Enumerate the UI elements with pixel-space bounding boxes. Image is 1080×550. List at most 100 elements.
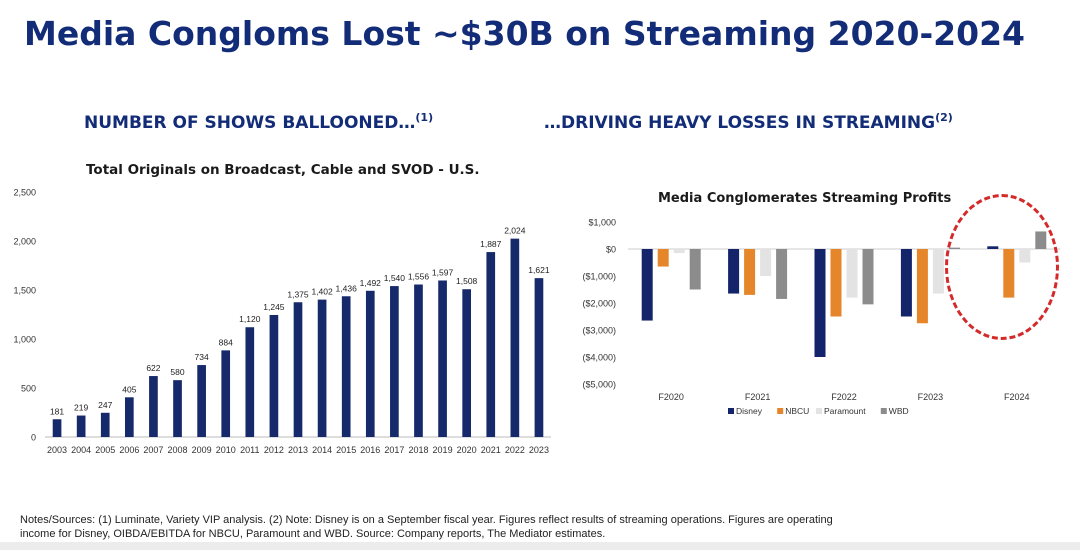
data-label: 734	[195, 352, 209, 362]
bar	[414, 284, 423, 437]
x-tick-label: 2016	[360, 445, 380, 455]
legend-label-nbcu: NBCU	[785, 406, 809, 416]
bar-paramount	[673, 249, 685, 254]
bar-disney	[728, 249, 740, 294]
bottom-bar	[0, 542, 1080, 550]
x-tick-label: 2010	[216, 445, 236, 455]
bar-paramount	[932, 249, 944, 294]
data-label: 1,245	[263, 302, 285, 312]
bar	[293, 302, 303, 437]
bar	[245, 327, 255, 437]
x-tick-label: 2018	[408, 445, 428, 455]
legend-swatch-paramount	[816, 408, 822, 414]
y-tick-label: $1,000	[588, 218, 616, 228]
bar	[197, 365, 206, 437]
bar	[52, 419, 62, 437]
left-heading-text: NUMBER OF SHOWS BALLOONED…	[84, 113, 416, 133]
originals-chart-title: Total Originals on Broadcast, Cable and …	[86, 162, 480, 178]
legend-label-paramount: Paramount	[824, 406, 866, 416]
x-tick-label: 2008	[168, 445, 188, 455]
x-tick-label: 2015	[336, 445, 356, 455]
legend-label-disney: Disney	[736, 406, 763, 416]
y-tick-label: 0	[31, 433, 36, 443]
data-label: 1,556	[408, 272, 430, 282]
bar	[317, 299, 327, 437]
bar-wbd	[689, 249, 701, 290]
bar	[173, 380, 182, 437]
bar	[365, 290, 375, 437]
legend-swatch-disney	[728, 408, 734, 414]
data-label: 219	[74, 403, 88, 413]
data-label: 884	[219, 337, 233, 347]
legend-label-wbd: WBD	[889, 406, 909, 416]
x-tick-label: 2022	[505, 445, 525, 455]
footnotes: Notes/Sources: (1) Luminate, Variety VIP…	[20, 513, 1020, 541]
data-label: 580	[170, 367, 184, 377]
data-label: 2,024	[504, 226, 526, 236]
y-tick-label: ($2,000)	[582, 299, 616, 309]
bar-paramount	[760, 249, 772, 276]
bar-wbd	[776, 249, 788, 299]
x-tick-label: 2019	[433, 445, 453, 455]
y-tick-label: ($1,000)	[582, 272, 616, 282]
data-label: 1,887	[480, 239, 502, 249]
bar	[221, 350, 231, 437]
bar	[341, 296, 351, 437]
x-tick-label: 2011	[240, 445, 259, 455]
data-label: 1,492	[360, 278, 382, 288]
x-tick-label: F2022	[831, 392, 857, 402]
left-heading-footnote: (1)	[415, 111, 434, 124]
bar	[486, 252, 496, 437]
bar	[100, 412, 110, 437]
legend-swatch-nbcu	[777, 408, 784, 414]
bar-disney	[814, 249, 826, 357]
bar	[438, 280, 447, 437]
y-tick-label: 2,500	[13, 188, 36, 198]
y-tick-label: $0	[606, 245, 616, 255]
data-label: 247	[98, 400, 112, 410]
data-label: 1,508	[456, 276, 478, 286]
x-tick-label: 2021	[481, 445, 501, 455]
bar-disney	[900, 249, 912, 317]
bar	[269, 314, 279, 437]
x-tick-label: 2007	[143, 445, 163, 455]
data-label: 1,402	[311, 287, 333, 297]
data-label: 1,375	[287, 289, 309, 299]
data-label: 1,540	[384, 273, 406, 283]
bar-nbcu	[916, 249, 928, 324]
bar	[76, 415, 86, 437]
bar-nbcu	[744, 249, 756, 295]
data-label: 1,597	[432, 267, 454, 277]
x-tick-label: 2017	[384, 445, 404, 455]
x-tick-label: 2023	[529, 445, 549, 455]
y-tick-label: ($3,000)	[582, 326, 616, 336]
x-tick-label: 2012	[264, 445, 284, 455]
x-tick-label: F2023	[918, 392, 944, 402]
x-tick-label: 2009	[192, 445, 212, 455]
bar	[149, 376, 158, 437]
y-tick-label: 1,500	[13, 286, 36, 296]
x-tick-label: 2005	[95, 445, 115, 455]
page-title: Media Congloms Lost ~$30B on Streaming 2…	[24, 14, 1026, 53]
streaming-profits-chart-title: Media Conglomerates Streaming Profits	[658, 191, 952, 206]
y-tick-label: ($5,000)	[582, 380, 616, 390]
x-tick-label: 2006	[119, 445, 139, 455]
bar-disney	[641, 249, 653, 321]
bar-nbcu	[830, 249, 842, 317]
y-tick-label: ($4,000)	[582, 353, 616, 363]
x-tick-label: 2004	[71, 445, 91, 455]
x-tick-label: F2024	[1004, 392, 1030, 402]
right-heading-footnote: (2)	[935, 111, 953, 124]
x-tick-label: F2021	[745, 392, 771, 402]
highlight-circle	[945, 194, 1059, 340]
data-label: 1,436	[336, 283, 358, 293]
data-label: 622	[146, 363, 160, 373]
data-label: 1,621	[528, 265, 550, 275]
left-section-heading: NUMBER OF SHOWS BALLOONED…(1)	[84, 111, 434, 133]
right-section-heading: …DRIVING HEAVY LOSSES IN STREAMING(2)	[544, 111, 953, 133]
y-tick-label: 1,000	[13, 335, 36, 345]
legend-swatch-wbd	[880, 408, 887, 414]
data-label: 1,120	[239, 314, 261, 324]
